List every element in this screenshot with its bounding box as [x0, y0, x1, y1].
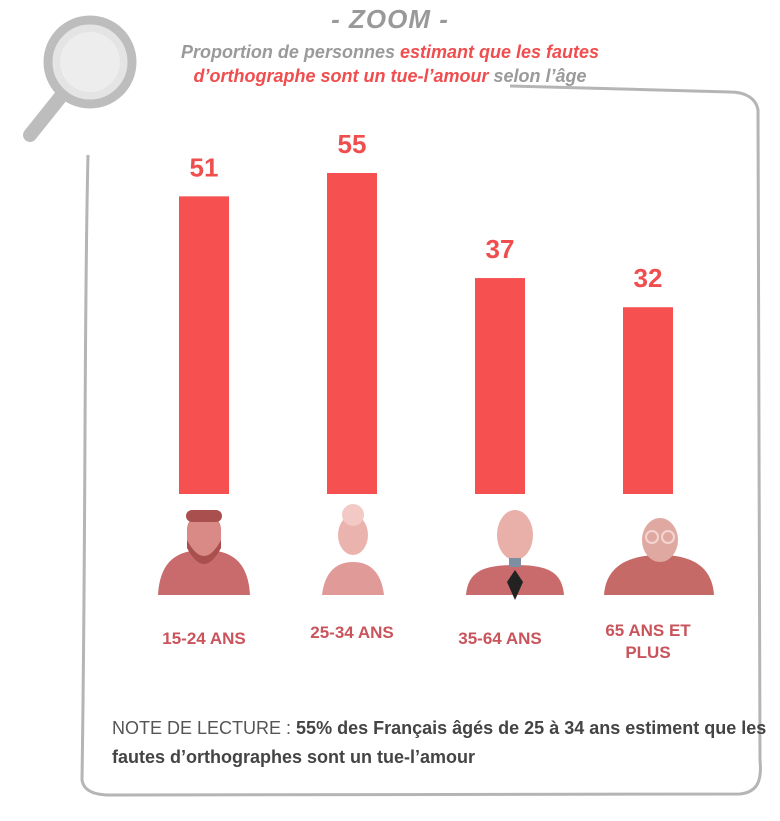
- value-label: 32: [634, 263, 663, 293]
- category-label: 65 ANS ET PLUS: [603, 620, 693, 664]
- page: 51 55 37 32 - ZOOM - Proportion de personne…: [0, 0, 780, 821]
- value-label: 37: [486, 234, 515, 264]
- chart: 51 55 37 32: [0, 0, 780, 821]
- magnifier-icon: [30, 20, 132, 135]
- chart-title: - ZOOM -: [0, 4, 780, 35]
- chart-subtitle: Proportion de personnes estimant que les…: [150, 40, 630, 88]
- reading-note: NOTE DE LECTURE : 55% des Français âgés …: [112, 714, 767, 772]
- bar: [475, 278, 525, 494]
- category-label: 15-24 ANS: [139, 628, 269, 650]
- person-icons: [158, 504, 714, 600]
- subtitle-start: Proportion de personnes: [181, 42, 395, 62]
- bar: [179, 196, 229, 494]
- value-label: 55: [338, 129, 367, 159]
- category-label: 25-34 ANS: [287, 622, 417, 644]
- value-label: 51: [190, 152, 219, 182]
- bar: [623, 307, 673, 494]
- subtitle-end: selon l’âge: [493, 66, 586, 86]
- note-label: NOTE DE LECTURE :: [112, 718, 291, 738]
- bar: [327, 173, 377, 494]
- category-label: 35-64 ANS: [435, 628, 565, 650]
